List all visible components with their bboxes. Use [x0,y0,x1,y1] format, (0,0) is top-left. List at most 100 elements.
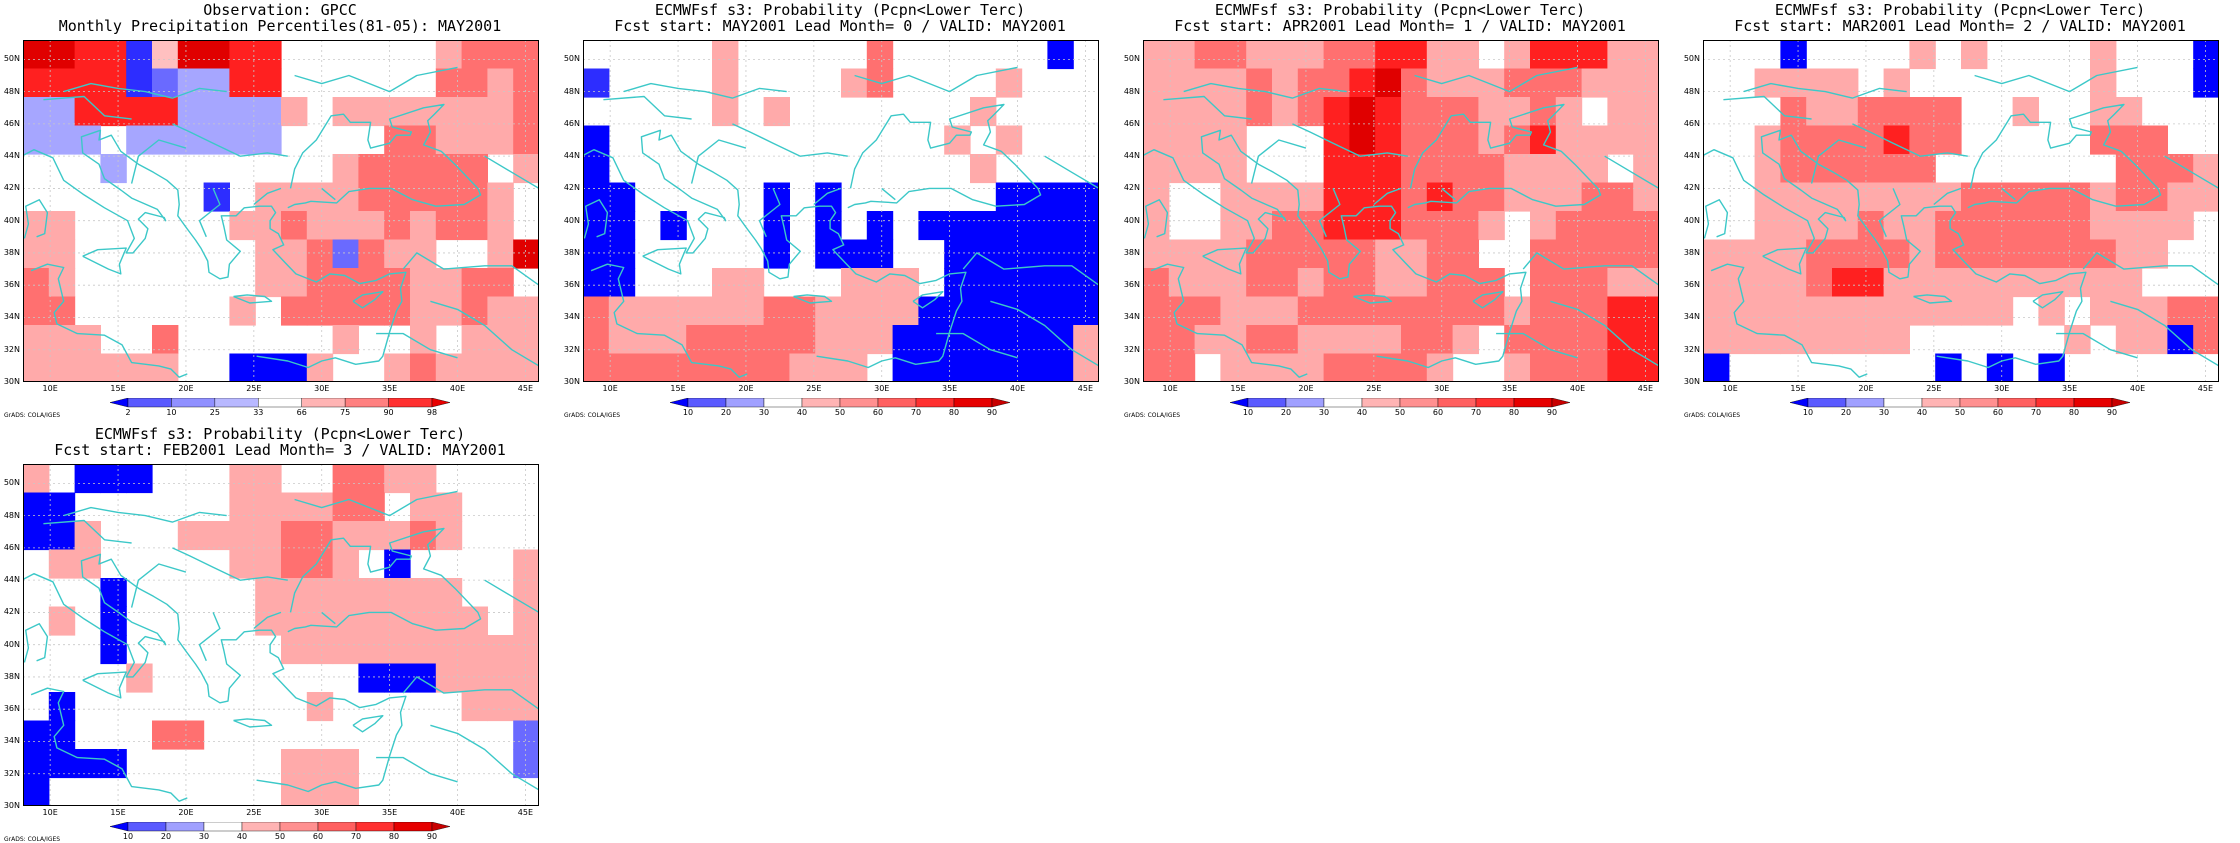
grid-cell [1297,68,1325,98]
lat-tick-label: 34N [3,736,20,746]
grid-cell [410,182,437,212]
grid-cell [384,635,411,665]
colorbar-label: 50 [1394,408,1406,417]
grid-cell [1194,68,1221,98]
colorbar-label: 80 [2068,408,2080,417]
grid-cell [2193,182,2219,212]
grid-cell [306,182,334,212]
grid-cell [583,296,610,326]
grid-cell [332,578,359,608]
lon-tick-label: 20E [1298,384,1314,393]
grid-cell [152,68,179,98]
grid-cell [1478,154,1505,184]
coastline [793,294,833,304]
colorbar-label: 10 [166,408,177,417]
grid-cell [1806,296,1833,326]
coastline [1703,129,2087,369]
grid-cell [410,663,437,693]
lon-tick-label: 35E [382,384,398,393]
lat-tick-label: 32N [1683,344,1700,354]
grid-cell [203,521,230,551]
grid-cell [487,663,514,693]
grid-cell [1581,182,1608,212]
grid-cell [918,325,945,355]
grid-cell [866,268,894,298]
grid-cell [1555,97,1583,127]
grid-cell [461,125,488,155]
grid-cell [1806,68,1833,98]
coastline [1183,82,1347,99]
grid-cell [100,353,127,382]
colorbar-swatch [991,398,1011,408]
grid-cell [281,353,308,382]
colorbar-swatch [355,822,395,832]
grid-cell [1047,296,1074,326]
colorbar-swatch [687,398,727,408]
grid-cell [384,125,411,155]
grid-cell [306,749,334,779]
grid-cell [358,578,385,608]
grid-cell [281,606,308,636]
coastline [1414,66,1578,93]
grid-cell [1021,268,1048,298]
grid-cell [1832,68,1859,98]
colorbar-swatch [317,822,357,832]
grid-cell [712,268,739,298]
lat-tick-label: 46N [3,542,20,552]
coastline [1373,187,1402,206]
grid-cell [384,97,411,127]
grid-cell [1143,353,1170,382]
colorbar-label: 80 [948,408,960,417]
colorbar-label: 40 [796,408,808,417]
grid-cell [1349,125,1376,155]
grid-cell [513,40,539,70]
colorbar-label: 2 [125,408,131,417]
grid-cell [1375,182,1402,212]
coastline [1441,187,1456,201]
lat-tick-label: 50N [563,54,580,64]
grid-cell [995,68,1023,98]
grid-cell [461,68,488,98]
grid-cell [1504,325,1531,355]
grid-cell [1194,125,1221,155]
colorbar-swatch [1247,398,1287,408]
grid-cell [1780,211,1807,241]
grid-cell [410,239,437,269]
grid-cell [255,182,282,212]
grid-cell [1143,296,1170,326]
grid-cell [487,40,514,70]
grid-cell [866,296,894,326]
grid-cell [1143,68,1170,98]
grid-cell [1581,296,1608,326]
grid-cell [634,325,661,355]
grid-cell [686,296,713,326]
grid-cell [306,211,334,241]
colorbar-label: 25 [209,408,220,417]
lat-tick-label: 36N [3,280,20,290]
grid-cell [487,211,514,241]
grid-cell [2193,325,2219,355]
coastline [2082,252,2219,286]
lat-tick-label: 34N [1683,312,1700,322]
colorbar-label: 90 [2106,408,2118,417]
grid-cell [203,97,230,127]
map-panel-obs: Observation: GPCC Monthly Precipitation … [0,0,560,419]
lat-tick-label: 42N [563,183,580,193]
coastline [233,718,273,728]
lat-tick-label: 38N [1683,247,1700,257]
panel-title-line2: Fcst start: MAY2001 Lead Month= 0 / VALI… [614,17,1066,35]
grid-cell [23,296,50,326]
grid-cell [583,268,610,298]
colorbar-swatch [1845,398,1885,408]
panel-title-line2: Fcst start: APR2001 Lead Month= 1 / VALI… [1174,17,1626,35]
grid-cell [2090,296,2117,326]
grid-cell [1168,125,1196,155]
grid-cell [487,268,514,298]
colorbar-swatch [877,398,917,408]
colorbar-swatch [1285,398,1325,408]
grid-cell [1401,296,1428,326]
colorbar-swatch [1959,398,1999,408]
grid-cell [1478,211,1505,241]
coastline [172,123,288,157]
grid-cell [1883,154,1910,184]
